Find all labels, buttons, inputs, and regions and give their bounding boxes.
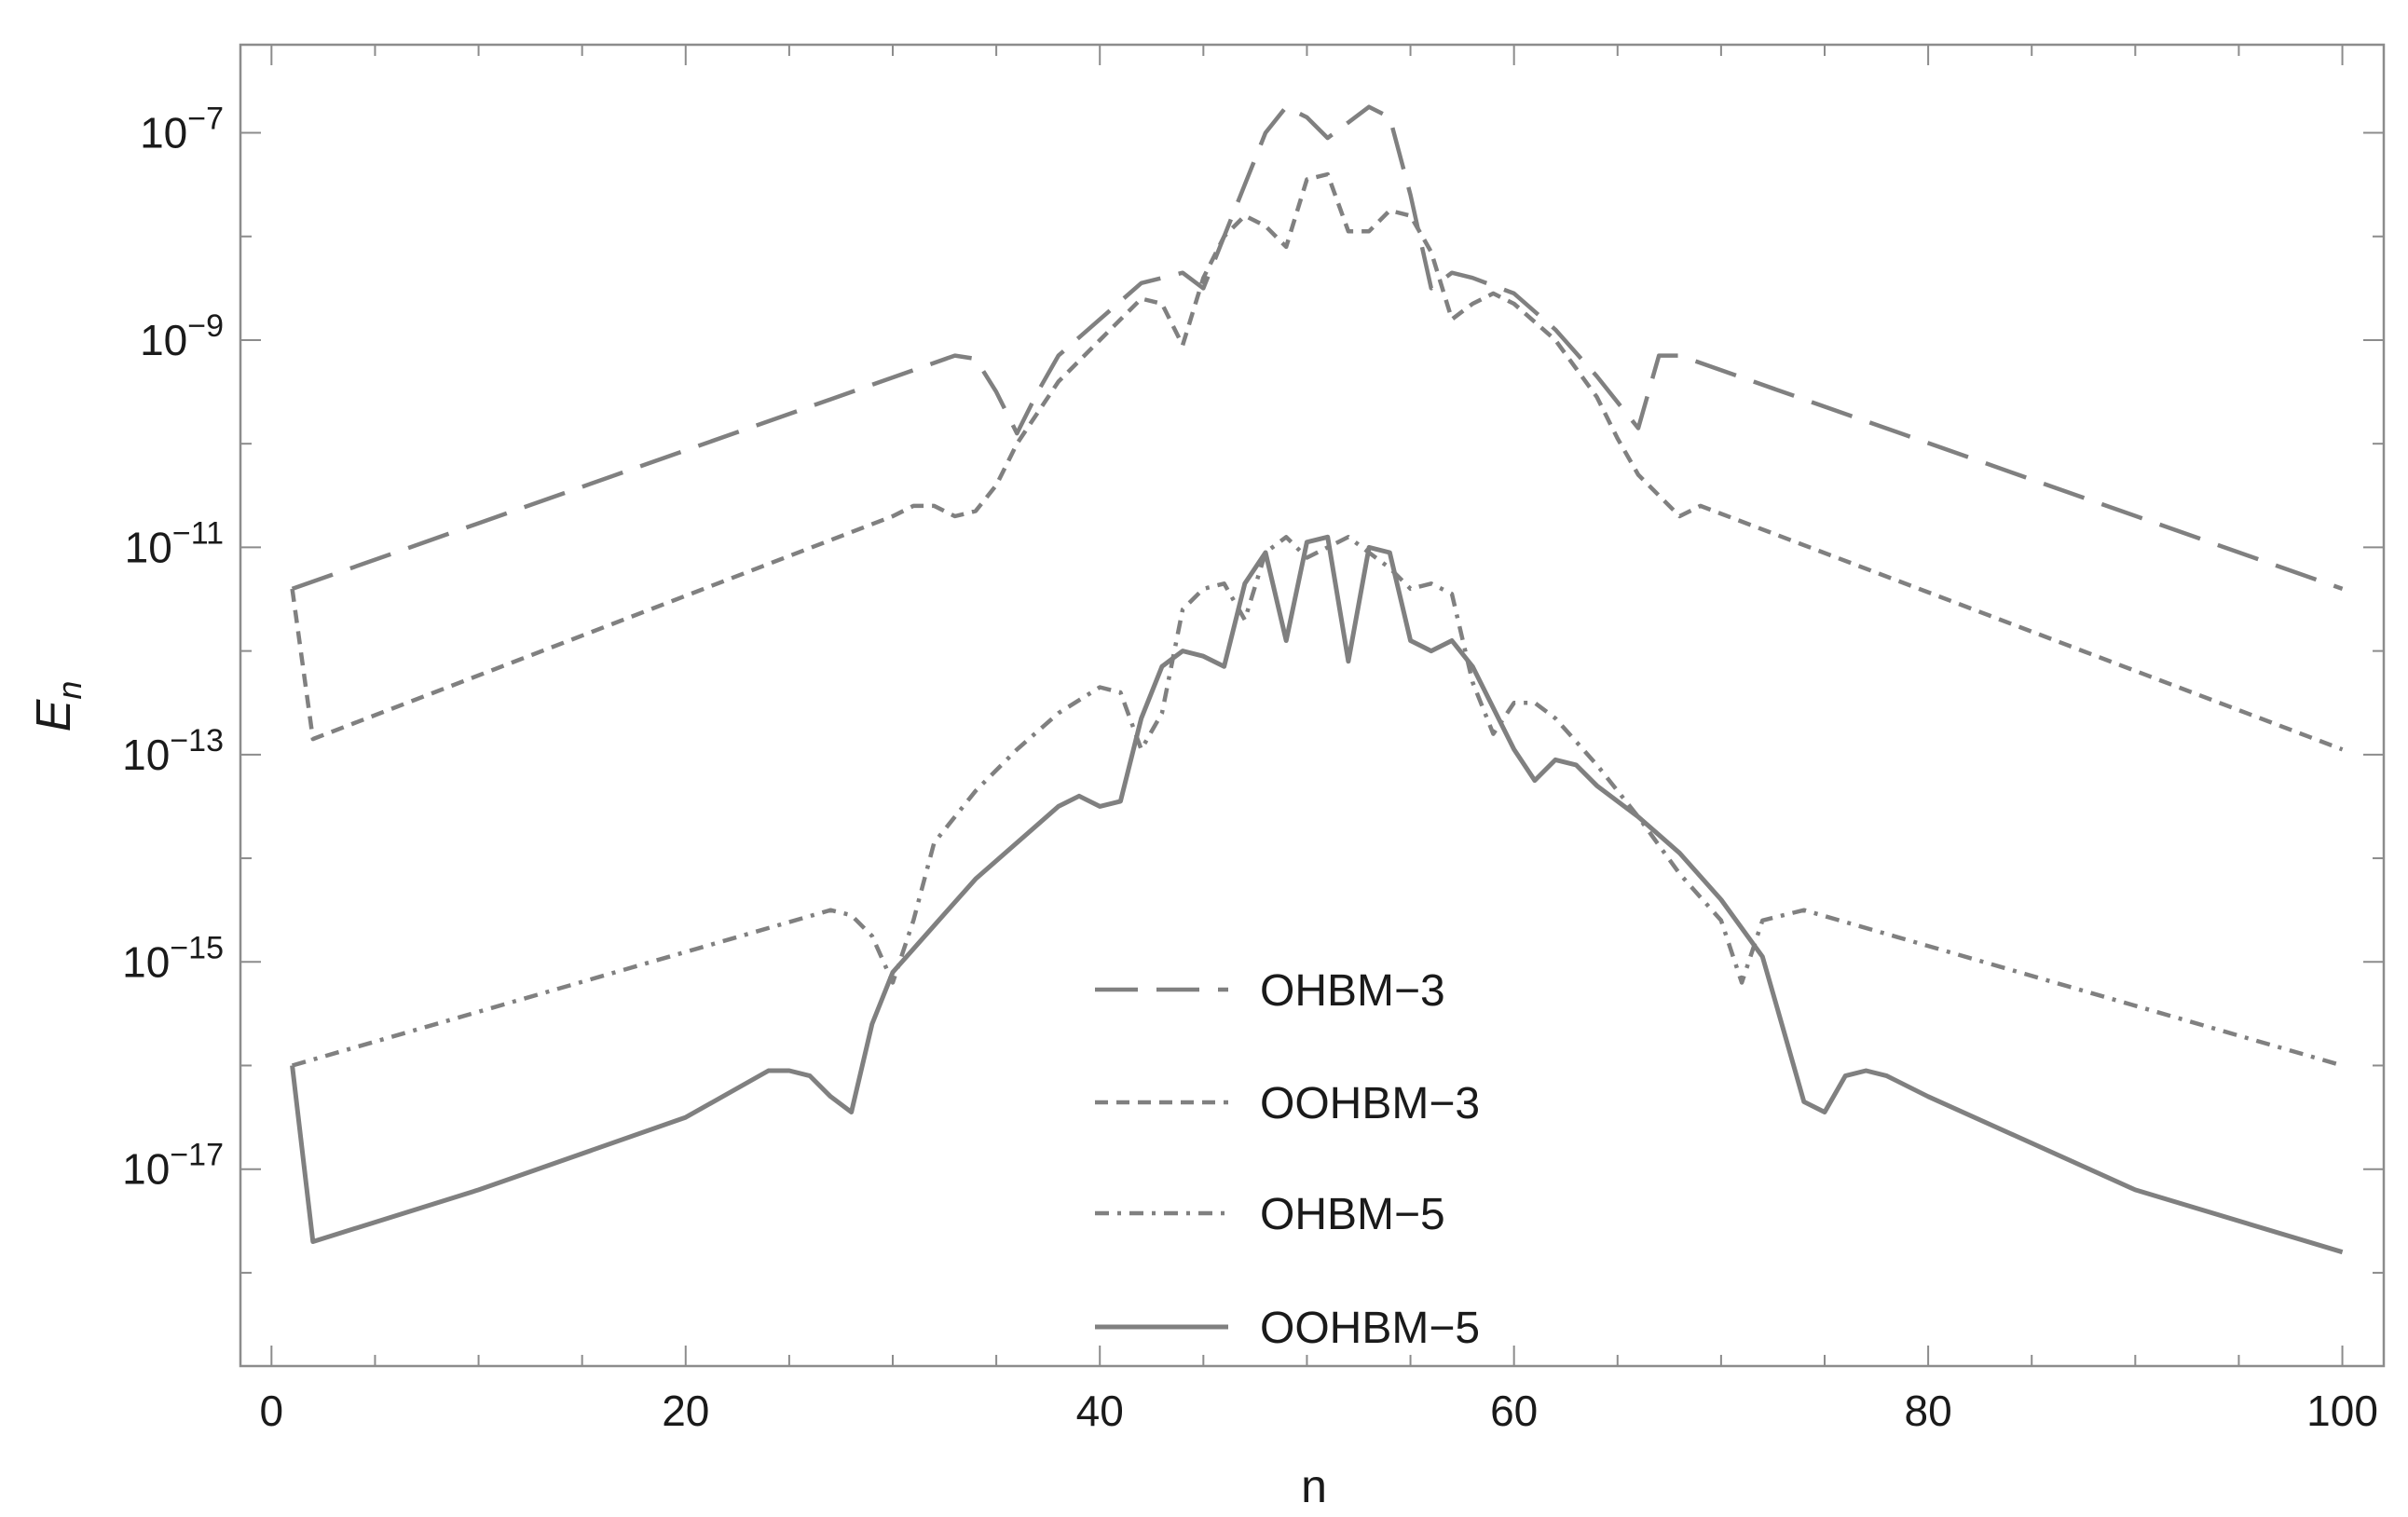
legend-label-4: OOHBM−5 [1260, 1304, 1480, 1353]
x-tick-label: 80 [1905, 1387, 1952, 1435]
legend-label-3: OHBM−5 [1260, 1190, 1445, 1239]
y-tick-label: 10−9 [140, 308, 224, 364]
y-tick-label: 10−17 [122, 1138, 224, 1194]
y-tick-label: 10−7 [140, 102, 224, 157]
series-line-1 [291, 104, 2344, 592]
x-tick-label: 100 [2306, 1387, 2378, 1435]
y-axis-label-sub: n [50, 681, 89, 700]
y-axis-label: En [27, 681, 89, 732]
x-axis-label: n [1301, 1460, 1327, 1512]
y-tick-label: 10−15 [122, 930, 224, 986]
y-tick-label: 10−11 [125, 515, 224, 571]
plot-frame [239, 43, 2386, 1368]
x-tick-label: 20 [662, 1387, 709, 1435]
series-line-2 [290, 171, 2344, 752]
svg-text:En: En [27, 681, 89, 732]
series-line-3 [291, 535, 2344, 1068]
series-layer [290, 104, 2344, 1255]
series-line-4 [290, 534, 2344, 1255]
y-tick-label: 10−13 [122, 723, 224, 779]
legend: OHBM−3 OOHBM−3 OHBM−5 OOHBM−5 [1095, 966, 1480, 1353]
x-tick-label: 60 [1490, 1387, 1538, 1435]
x-tick-label: 40 [1076, 1387, 1124, 1435]
y-tick-labels: 10−7 10−9 10−11 10−13 10−15 10−17 [122, 102, 224, 1194]
axis-ticks [240, 45, 2384, 1366]
x-tick-labels: 0 20 40 60 80 100 [260, 1387, 2378, 1435]
legend-label-1: OHBM−3 [1260, 966, 1445, 1016]
y-axis-label-main: E [27, 698, 81, 731]
x-tick-label: 0 [260, 1387, 284, 1435]
legend-label-2: OOHBM−3 [1260, 1079, 1480, 1128]
